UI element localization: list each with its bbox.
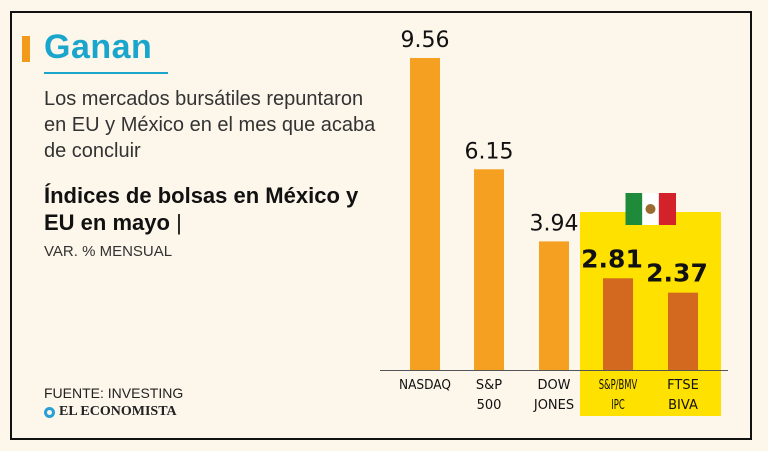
mexico-flag-icon <box>625 193 676 225</box>
data-label: 3.94 <box>530 211 579 236</box>
chart-subtitle: VAR. % MENSUAL <box>44 243 173 260</box>
data-label: 2.81 <box>581 244 643 273</box>
headline-underline <box>44 72 168 74</box>
x-tick-label: S&P 500 <box>476 378 502 413</box>
deck-text: Los mercados bursátiles repuntaron en EU… <box>44 88 376 162</box>
x-tick-label: NASDAQ <box>399 378 451 393</box>
data-label: 2.37 <box>646 259 708 288</box>
title-separator: | <box>176 210 182 235</box>
brand-e-icon <box>44 406 55 418</box>
bar <box>603 278 633 370</box>
bar <box>474 169 504 370</box>
x-tick-label: S&P/BMV IPC <box>599 378 638 413</box>
data-label: 6.15 <box>465 139 514 164</box>
brand-name: EL ECONOMISTA <box>59 404 177 419</box>
headline-accent-bar <box>22 36 30 62</box>
data-label: 9.56 <box>401 28 450 53</box>
x-tick-label-line: 500 <box>477 398 502 413</box>
chart-title-text: Índices de bolsas en México y EU en mayo <box>44 183 359 235</box>
x-tick-label-line: NASDAQ <box>399 378 451 393</box>
x-tick-label-line: S&P <box>476 378 502 393</box>
x-tick-label-line: IPC <box>611 398 624 413</box>
x-tick-label-line: JONES <box>533 398 574 413</box>
x-tick-label-line: FTSE <box>667 378 699 393</box>
flag-stripe <box>658 193 676 225</box>
source-note: FUENTE: INVESTING <box>44 385 184 401</box>
flag-emblem <box>645 204 656 214</box>
bar <box>539 241 569 370</box>
bar <box>668 292 698 370</box>
bar <box>410 58 440 370</box>
x-tick-label: DOW JONES <box>533 378 574 413</box>
brand-logo: EL ECONOMISTA <box>44 404 177 420</box>
chart-title: Índices de bolsas en México y EU en mayo… <box>44 182 364 236</box>
x-tick-label-line: S&P/BMV <box>599 378 638 393</box>
headline: Ganan <box>44 28 153 66</box>
x-tick-label-line: DOW <box>537 378 570 393</box>
x-tick-label-line: BIVA <box>668 398 698 413</box>
x-tick-label: FTSE BIVA <box>667 378 699 413</box>
flag-stripe <box>625 193 643 225</box>
